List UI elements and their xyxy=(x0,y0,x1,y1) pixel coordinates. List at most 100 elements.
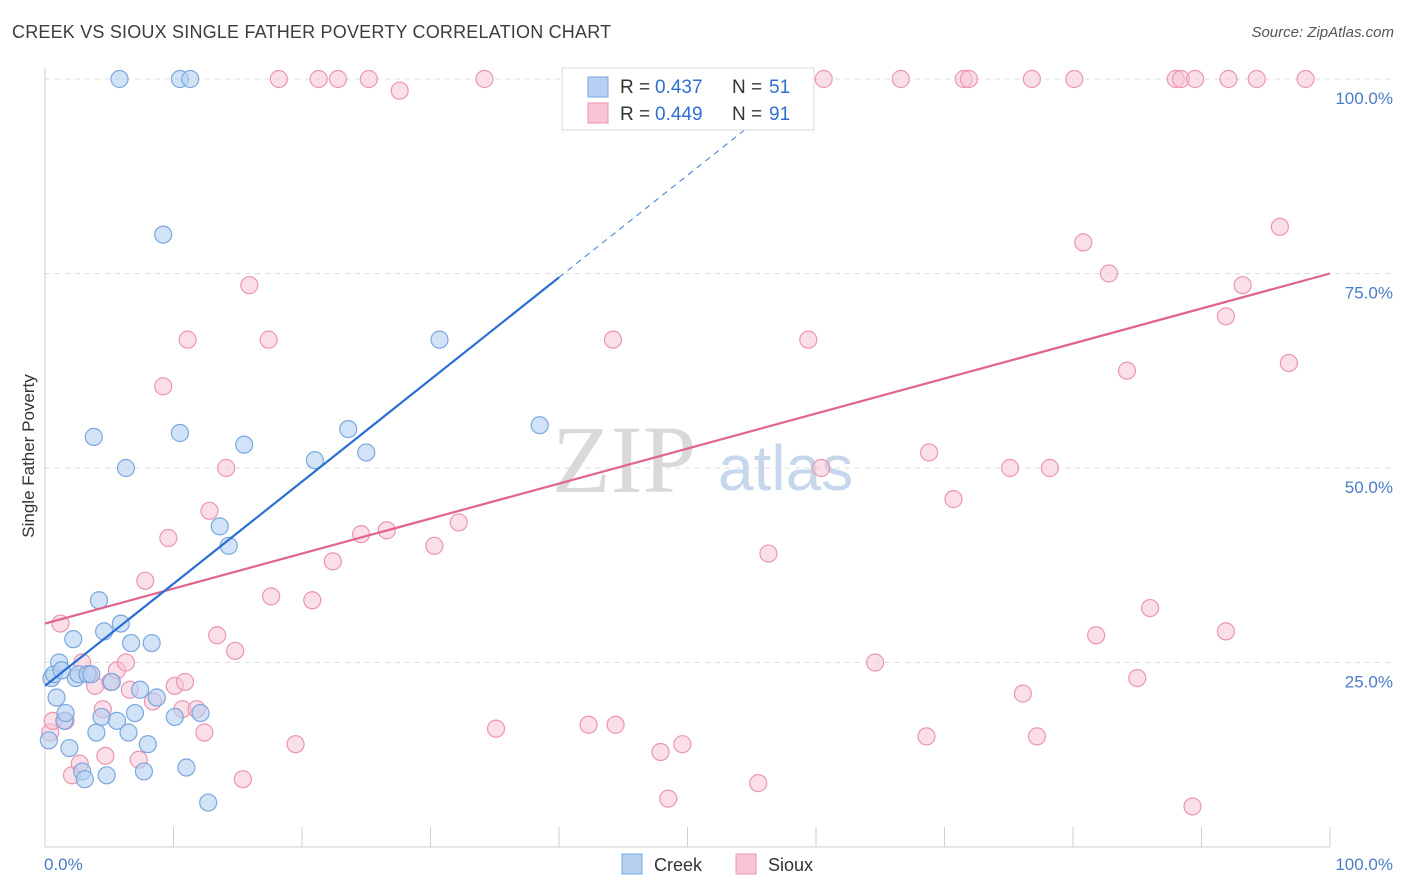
sioux-point xyxy=(390,81,409,100)
sioux-point xyxy=(328,69,348,89)
sioux-point xyxy=(309,69,328,89)
creek-point xyxy=(60,738,79,758)
sioux-point xyxy=(303,591,322,610)
sioux-point xyxy=(178,330,197,349)
creek-point xyxy=(134,762,154,781)
creek-point xyxy=(84,427,103,446)
sioux-point xyxy=(425,536,444,555)
sioux-point xyxy=(96,746,115,765)
sioux-point xyxy=(486,719,506,738)
y-tick-label: 100.0% xyxy=(1335,89,1393,108)
sioux-point xyxy=(814,69,833,89)
sioux-point xyxy=(917,727,936,746)
sioux-point xyxy=(233,770,252,789)
creek-point xyxy=(110,69,129,89)
sioux-point xyxy=(812,458,831,478)
sioux-point xyxy=(1117,361,1137,380)
sioux-point xyxy=(1185,69,1205,89)
creek-point xyxy=(116,458,136,478)
legend-creek-n-value: 51 xyxy=(769,77,790,98)
creek-point xyxy=(64,630,83,649)
creek-point xyxy=(119,723,138,742)
creek-point xyxy=(97,766,116,785)
y-axis-title: Single Father Poverty xyxy=(19,374,38,538)
creek-point xyxy=(530,416,549,435)
sioux-point xyxy=(1000,458,1020,478)
creek-point xyxy=(47,688,66,707)
sioux-point xyxy=(1233,276,1252,295)
creek-point xyxy=(121,633,141,653)
sioux-point xyxy=(579,715,598,734)
creek-point xyxy=(339,420,358,439)
sioux-point xyxy=(603,330,623,349)
creek-point xyxy=(75,770,94,789)
creek-point xyxy=(95,622,114,641)
sioux-point xyxy=(136,571,155,590)
legend-box: R = 0.437 N = 51 R = 0.449 N = 91 xyxy=(561,67,815,131)
sioux-point xyxy=(959,69,979,89)
creek-point xyxy=(142,633,161,653)
sioux-point xyxy=(606,715,625,734)
sioux-point xyxy=(286,735,305,754)
creek-points xyxy=(39,69,549,812)
sioux-point xyxy=(323,552,342,571)
creek-point xyxy=(56,703,75,723)
sioux-point xyxy=(1065,69,1084,89)
legend-creek-n-label: N = xyxy=(732,77,762,98)
creek-point xyxy=(87,723,106,742)
sioux-point xyxy=(159,528,178,548)
creek-point xyxy=(235,435,254,454)
trend-lines xyxy=(44,113,1331,687)
tick-labels: 25.0% 50.0% 75.0% 100.0% 0.0% 100.0% xyxy=(44,89,1393,874)
creek-point xyxy=(357,443,376,462)
sioux-point xyxy=(1183,797,1202,816)
creek-trend-extension xyxy=(558,113,765,278)
sioux-point xyxy=(891,69,910,89)
creek-point xyxy=(107,711,127,730)
y-tick-label: 75.0% xyxy=(1345,284,1393,303)
legend-sioux-n-value: 91 xyxy=(769,104,790,125)
bottom-legend-sioux-swatch xyxy=(735,853,757,875)
sioux-trend-line xyxy=(44,272,1331,625)
sioux-point xyxy=(1219,69,1238,89)
legend-creek-r-value: 0.437 xyxy=(655,77,703,98)
sioux-point xyxy=(226,641,245,660)
legend-creek-r-label: R = xyxy=(620,77,650,98)
y-tick-label: 50.0% xyxy=(1345,478,1393,497)
creek-point xyxy=(181,69,200,89)
sioux-point xyxy=(449,513,468,532)
sioux-point xyxy=(208,626,227,645)
x-tick-label-max: 100.0% xyxy=(1335,855,1393,874)
sioux-point xyxy=(866,653,885,672)
creek-point xyxy=(147,688,166,707)
sioux-point xyxy=(217,458,236,478)
sioux-point xyxy=(673,735,692,754)
sioux-point xyxy=(749,773,768,793)
sioux-point xyxy=(1247,69,1266,89)
sioux-point xyxy=(1270,217,1289,236)
sioux-point xyxy=(1013,684,1032,703)
sioux-point xyxy=(1074,233,1093,252)
creek-point xyxy=(82,665,101,684)
creek-point xyxy=(430,330,449,349)
sioux-point xyxy=(944,490,963,509)
legend-sioux-r-value: 0.449 xyxy=(655,104,703,125)
sioux-point xyxy=(1216,307,1236,326)
sioux-point xyxy=(475,69,494,89)
creek-trend-line xyxy=(44,276,560,687)
sioux-point xyxy=(175,672,195,692)
sioux-point xyxy=(1099,264,1119,283)
sioux-point xyxy=(154,377,173,396)
source-label: Source: ZipAtlas.com xyxy=(1251,24,1394,41)
creek-point xyxy=(138,735,157,754)
bottom-legend-sioux-label: Sioux xyxy=(768,855,813,875)
creek-point xyxy=(125,703,145,723)
legend-creek-swatch xyxy=(587,76,609,98)
sioux-point xyxy=(659,789,678,808)
sioux-point xyxy=(799,330,818,349)
y-tick-label: 25.0% xyxy=(1345,673,1393,692)
watermark-atlas: atlas xyxy=(718,432,853,504)
creek-point xyxy=(130,680,150,699)
watermark-zip: ZIP xyxy=(552,406,696,513)
